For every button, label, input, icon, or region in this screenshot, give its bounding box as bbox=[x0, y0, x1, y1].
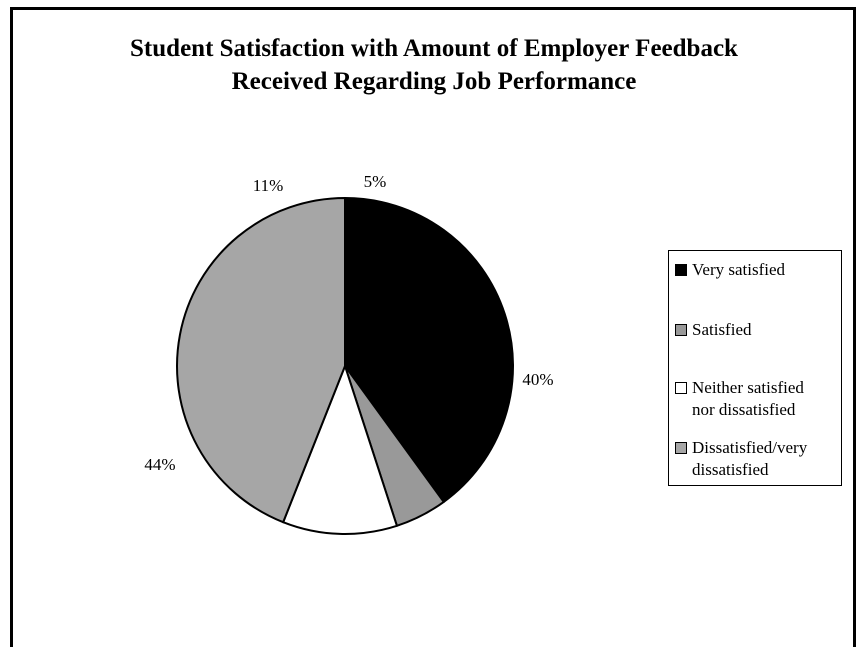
legend-label-dissatisfied: Dissatisfied/very dissatisfied bbox=[692, 438, 808, 479]
chart-frame bbox=[10, 7, 856, 647]
pie-slice-very-satisfied bbox=[344, 197, 514, 503]
pie-label-neither: 11% bbox=[253, 176, 284, 195]
legend-swatch-satisfied bbox=[675, 324, 687, 336]
legend-swatch-dissatisfied bbox=[675, 442, 687, 454]
legend-item-neither: Neither satisfied nor dissatisfied bbox=[675, 377, 839, 421]
legend-swatch-very-satisfied bbox=[675, 264, 687, 276]
chart-title-line-1: Student Satisfaction with Amount of Empl… bbox=[130, 35, 738, 62]
pie-label-very-satisfied: 40% bbox=[522, 370, 553, 389]
pie-label-dissatisfied: 44% bbox=[144, 455, 175, 474]
pie-label-satisfied: 5% bbox=[364, 172, 387, 191]
pie-slice-neither bbox=[282, 365, 398, 535]
legend-item-dissatisfied: Dissatisfied/very dissatisfied bbox=[675, 437, 839, 481]
chart-title-line-2: Received Regarding Job Performance bbox=[231, 68, 637, 95]
legend-label-satisfied: Satisfied bbox=[692, 320, 752, 339]
legend-label-very-satisfied: Very satisfied bbox=[692, 260, 786, 279]
chart-title: Student Satisfaction with Amount of Empl… bbox=[0, 32, 868, 98]
pie-slice-dissatisfied bbox=[176, 197, 346, 524]
legend: Very satisfied Satisfied Neither satisfi… bbox=[668, 250, 842, 486]
legend-item-satisfied: Satisfied bbox=[675, 319, 839, 341]
legend-label-neither: Neither satisfied nor dissatisfied bbox=[692, 378, 804, 419]
legend-swatch-neither bbox=[675, 382, 687, 394]
legend-item-very-satisfied: Very satisfied bbox=[675, 259, 839, 281]
